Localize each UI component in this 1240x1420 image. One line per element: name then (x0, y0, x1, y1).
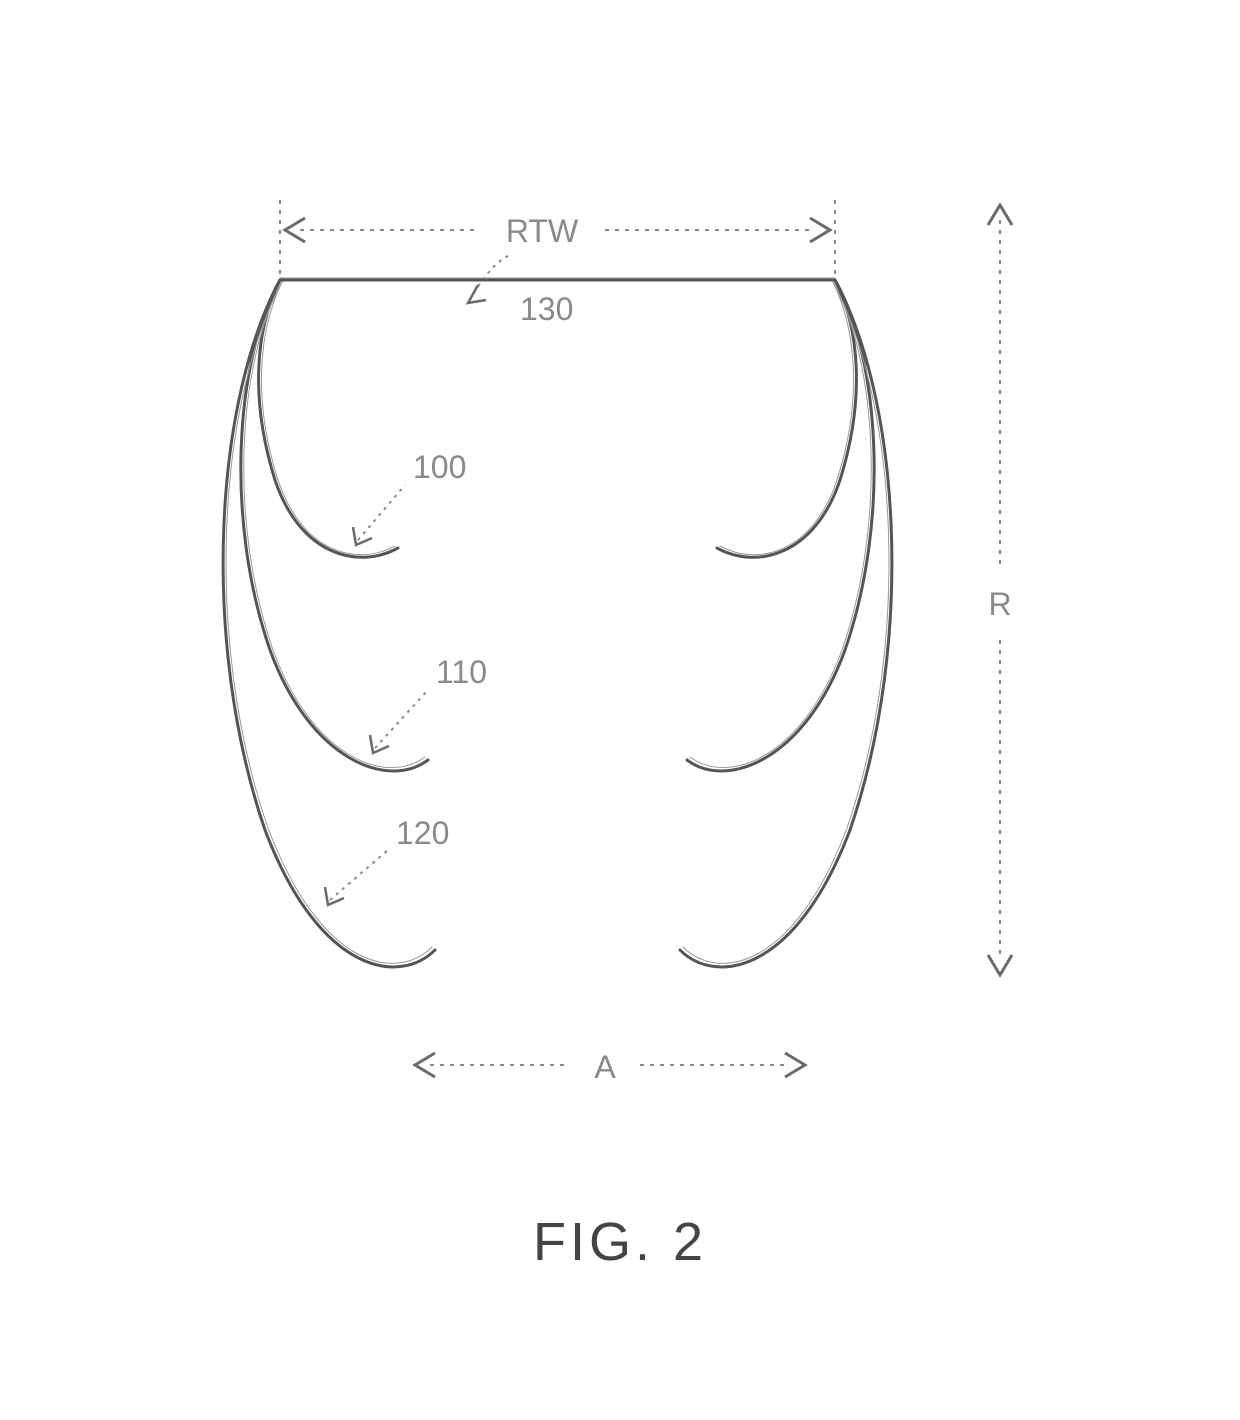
curve-120-right (680, 280, 892, 967)
r-dimension: R (988, 205, 1012, 975)
label-100: 100 (413, 449, 466, 485)
curve-110-right (687, 280, 874, 771)
leader-120: 120 (325, 815, 449, 905)
curve-120-left (223, 280, 435, 967)
leader-100: 100 (353, 449, 466, 545)
label-110: 110 (436, 654, 487, 690)
leader-130: 130 (468, 255, 573, 327)
a-dimension: A (415, 1049, 805, 1085)
curve-110-left (241, 280, 428, 771)
patent-figure: RTW R A 130 (0, 0, 1240, 1420)
curve-100-right (717, 280, 856, 557)
right-profiles (680, 280, 892, 967)
label-120: 120 (396, 815, 449, 851)
top-tread-line (280, 278, 835, 280)
a-label: A (594, 1049, 616, 1085)
rtw-dimension: RTW (285, 213, 830, 249)
leader-110: 110 (370, 654, 487, 753)
curve-100-left (259, 280, 398, 557)
label-130: 130 (520, 291, 573, 327)
figure-caption: FIG. 2 (533, 1212, 707, 1272)
left-profiles (223, 280, 435, 967)
rtw-label: RTW (506, 213, 579, 249)
r-label: R (988, 586, 1011, 622)
